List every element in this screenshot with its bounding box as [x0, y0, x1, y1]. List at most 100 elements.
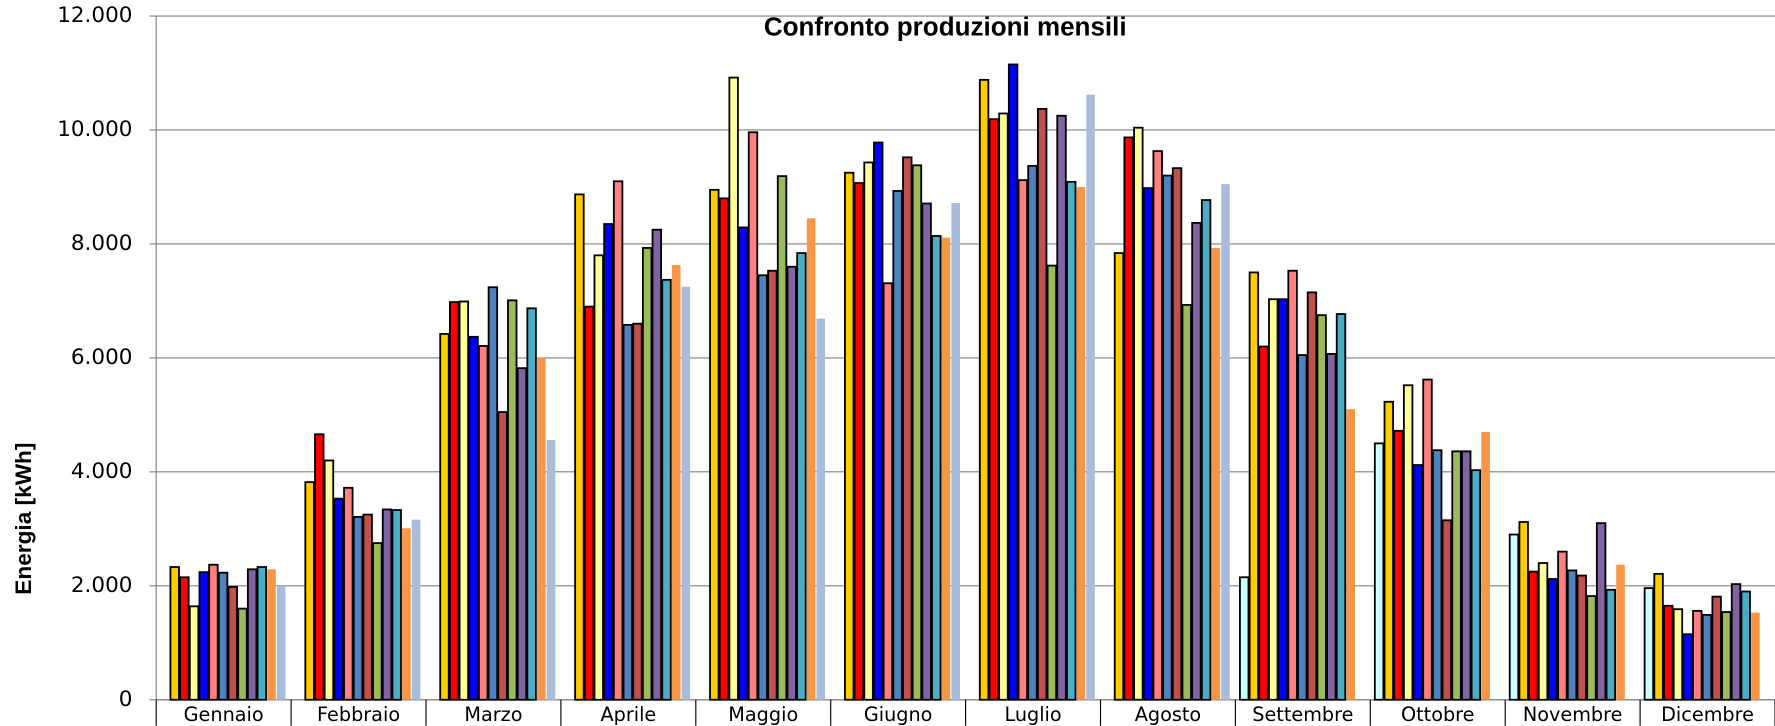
bar	[352, 515, 364, 701]
bar	[853, 182, 865, 701]
bar	[776, 175, 788, 701]
bar	[1326, 353, 1337, 701]
bar	[169, 566, 180, 701]
bar	[728, 76, 739, 701]
bar	[1682, 633, 1693, 701]
bar	[593, 254, 604, 701]
bar	[1721, 611, 1732, 701]
bar	[362, 513, 373, 701]
y-tick-label: 6.000	[71, 345, 133, 370]
x-tick-label: Giugno	[864, 703, 933, 726]
bar	[1730, 583, 1742, 701]
bar	[526, 307, 537, 701]
bar	[1027, 164, 1038, 701]
x-tick-label: Luglio	[1004, 703, 1061, 726]
bar	[709, 188, 720, 701]
bar	[1393, 429, 1404, 701]
bar	[1692, 609, 1703, 701]
bar	[256, 566, 268, 701]
bar	[267, 569, 276, 700]
bar	[1643, 587, 1655, 701]
x-tick-label: Settembre	[1252, 703, 1353, 726]
bar	[304, 481, 315, 701]
bar	[921, 202, 932, 701]
bar	[1221, 184, 1230, 700]
bar	[988, 118, 999, 701]
bar	[372, 542, 383, 701]
bar	[641, 247, 653, 701]
bar	[738, 226, 749, 701]
bar	[1287, 269, 1298, 701]
bar	[276, 585, 286, 700]
bar	[1441, 519, 1453, 701]
bar	[1432, 449, 1443, 701]
bar	[911, 164, 923, 701]
bar	[661, 278, 672, 701]
bar	[681, 286, 691, 700]
bar	[998, 112, 1009, 701]
bar	[1373, 442, 1385, 701]
bar	[507, 299, 518, 701]
x-tick-label: Novembre	[1523, 703, 1623, 726]
bar	[237, 607, 248, 701]
x-tick-label: Aprile	[600, 703, 656, 726]
bar	[632, 322, 643, 701]
x-tick-label: Marzo	[464, 703, 522, 726]
bar	[1422, 378, 1433, 701]
bar	[1586, 595, 1597, 701]
bar	[343, 486, 354, 701]
x-tick-label: Febbraio	[317, 703, 400, 726]
bar	[757, 274, 768, 701]
bar	[1672, 608, 1684, 701]
bar	[314, 433, 325, 701]
bar	[1086, 94, 1095, 700]
bar	[603, 223, 614, 701]
bar	[1066, 180, 1077, 701]
bar	[816, 318, 826, 700]
bar	[882, 282, 894, 701]
bar	[546, 439, 556, 700]
bar	[1239, 576, 1250, 701]
x-tick-label: Maggio	[728, 703, 798, 726]
bar	[1701, 613, 1713, 701]
bar	[1566, 569, 1578, 701]
bar	[747, 131, 759, 701]
bar	[1528, 570, 1539, 701]
bar	[537, 357, 546, 700]
bar	[1076, 186, 1086, 700]
bar	[1133, 126, 1144, 701]
bar	[1346, 409, 1355, 700]
bar	[1017, 179, 1028, 701]
bar	[1481, 431, 1490, 700]
bar	[892, 190, 903, 701]
bar	[1056, 114, 1067, 701]
bar	[478, 345, 489, 701]
bar	[448, 301, 460, 701]
bar	[1508, 533, 1520, 701]
y-tick-label: 2.000	[71, 573, 133, 598]
bar	[1007, 63, 1019, 701]
bar	[786, 265, 797, 701]
bar	[1402, 384, 1414, 701]
bar	[931, 235, 942, 701]
bar	[1046, 264, 1058, 701]
bar	[951, 202, 960, 700]
bar	[198, 571, 209, 701]
bar	[1258, 345, 1269, 701]
bar	[1412, 464, 1424, 701]
bar	[458, 300, 470, 701]
bar	[796, 252, 807, 701]
bar	[1740, 590, 1751, 701]
bar	[1576, 574, 1587, 701]
bar	[1557, 550, 1568, 701]
x-tick-label: Ottobre	[1401, 703, 1475, 726]
bar	[188, 605, 200, 701]
x-tick-label: Dicembre	[1661, 703, 1754, 726]
bar	[333, 497, 344, 701]
bar	[246, 568, 258, 701]
y-tick-label: 4.000	[71, 459, 133, 484]
bar	[1181, 304, 1192, 701]
bar	[574, 193, 585, 701]
bar	[1316, 314, 1327, 701]
bar	[1547, 578, 1558, 701]
